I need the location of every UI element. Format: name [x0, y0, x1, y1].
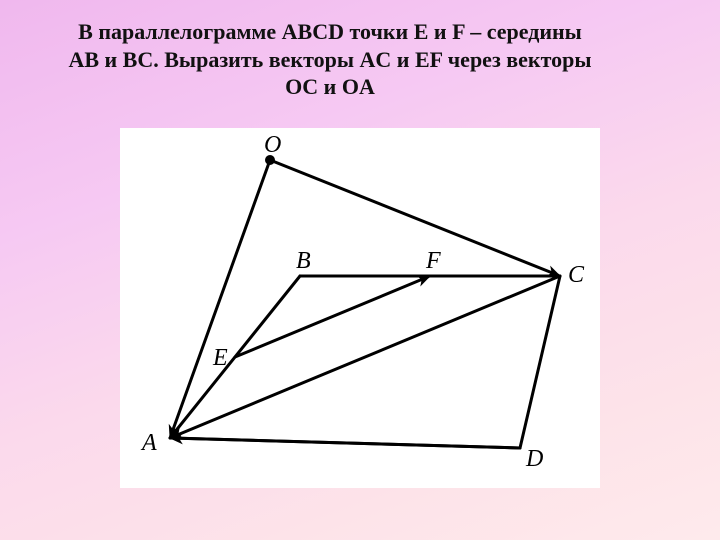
vector-OC: [270, 160, 558, 275]
title-line-3: OC и OA: [285, 74, 375, 99]
label-C: C: [568, 262, 585, 288]
label-F: F: [425, 248, 441, 274]
label-B: B: [296, 248, 311, 274]
label-A: A: [140, 430, 157, 456]
problem-title: В параллелограмме ABCD точки E и F – сер…: [50, 18, 610, 101]
vector-CA: [172, 276, 560, 437]
vector-EF: [235, 277, 428, 357]
label-O: O: [264, 132, 281, 158]
title-line-1: В параллелограмме ABCD точки E и F – сер…: [78, 19, 582, 44]
edge-CD: [520, 276, 560, 448]
label-E: E: [212, 345, 228, 371]
vector-OA: [171, 160, 270, 436]
vector-DA: [172, 438, 520, 448]
label-D: D: [525, 446, 543, 472]
figure-container: A B C D O E F: [120, 128, 600, 488]
geometry-figure: A B C D O E F: [120, 128, 600, 488]
title-line-2: AB и BC. Выразить векторы AC и EF через …: [68, 47, 591, 72]
